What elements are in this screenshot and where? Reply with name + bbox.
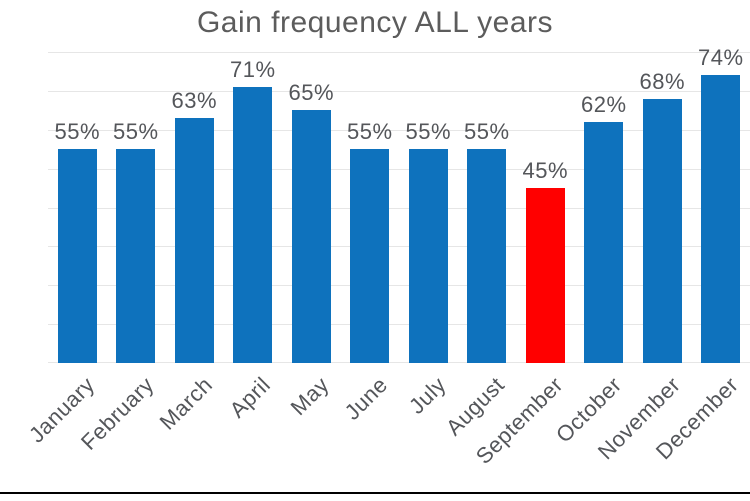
bar-april — [233, 87, 273, 363]
bar-march — [174, 118, 214, 363]
gridline — [48, 207, 750, 209]
x-axis-label-june: June — [339, 372, 393, 425]
bar-value-label-january: 55% — [54, 119, 101, 145]
bar-october — [584, 121, 624, 363]
bar-value-label-november: 68% — [639, 68, 686, 94]
bar-june — [350, 149, 390, 363]
bar-value-label-june: 55% — [346, 119, 393, 145]
gridline — [48, 168, 750, 170]
bar-may — [291, 110, 331, 363]
bar-value-label-april: 71% — [229, 57, 276, 82]
plot-area: 55% 55% 63% 71% 65% 55% 55% 55% 45% 62% 68% 74% — [48, 45, 750, 363]
gridline — [48, 324, 750, 326]
bar-value-label-july: 55% — [405, 119, 452, 145]
bar-january — [57, 149, 97, 363]
x-axis-label-may: May — [285, 372, 334, 421]
bar-value-label-september: 45% — [522, 158, 569, 184]
gridline — [48, 285, 750, 287]
bar-november — [642, 98, 682, 363]
bar-value-label-february: 55% — [112, 119, 159, 145]
x-axis-label-april: April — [224, 372, 276, 423]
window-edge-line — [0, 492, 750, 494]
bar-september — [525, 188, 565, 363]
gridline — [48, 362, 750, 363]
gridline — [48, 52, 750, 53]
bar-february — [116, 149, 156, 363]
gridline — [48, 129, 750, 131]
chart-title: Gain frequency ALL years — [196, 6, 554, 39]
bar-august — [467, 149, 507, 363]
bar-value-label-may: 65% — [288, 80, 335, 106]
bar-july — [408, 149, 448, 363]
x-axis-label-july: July — [404, 372, 451, 419]
bar-december — [701, 75, 741, 363]
bar-value-label-october: 62% — [580, 91, 627, 117]
gridline — [48, 246, 750, 248]
x-axis-label-march: March — [154, 372, 217, 435]
gridline — [48, 90, 750, 92]
bar-value-label-march: 63% — [171, 88, 218, 114]
bar-value-label-december: 74% — [697, 45, 744, 71]
bar-value-label-august: 55% — [463, 119, 510, 145]
